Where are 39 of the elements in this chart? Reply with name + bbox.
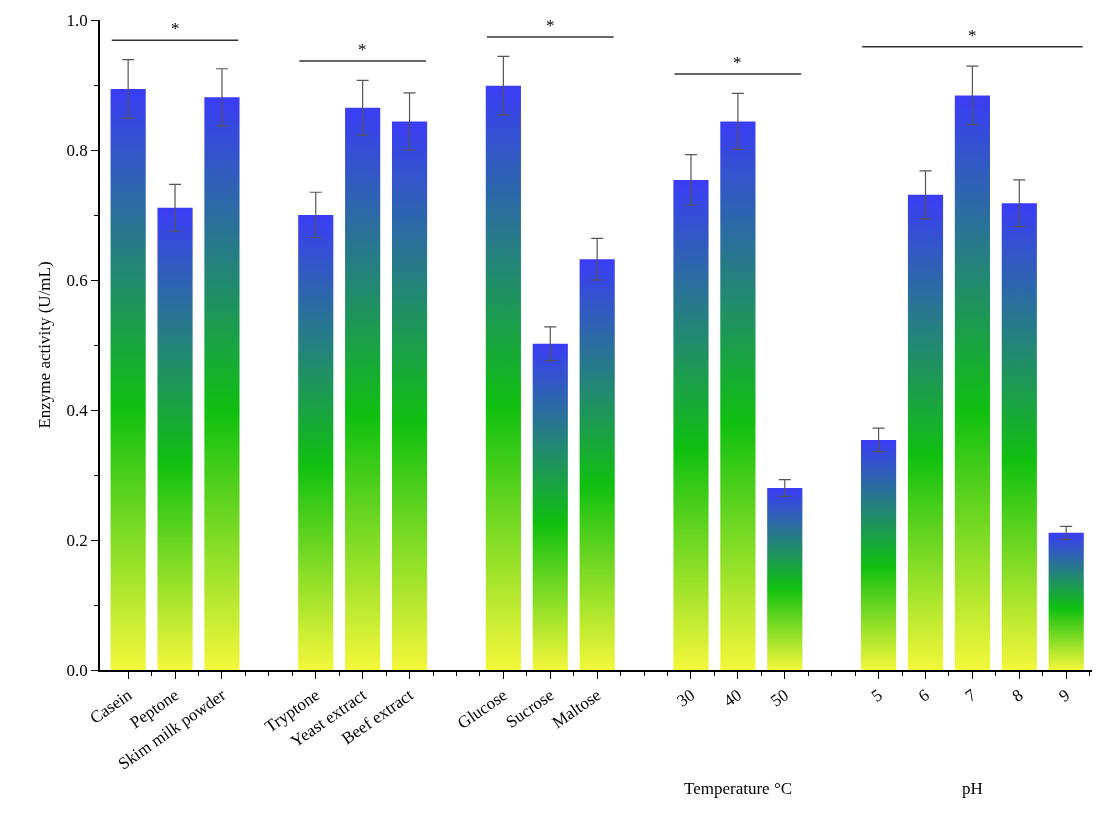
x-tick-label: 5 — [867, 685, 886, 706]
x-tick-label: 7 — [961, 685, 980, 706]
y-axis-title: Enzyme activity (U/mL) — [34, 261, 54, 429]
y-tick-label: 1.0 — [66, 10, 88, 30]
annotation: * — [171, 19, 180, 38]
bar — [673, 179, 709, 670]
bar — [298, 215, 334, 670]
bar — [579, 259, 615, 670]
x-tick-label: 50 — [767, 685, 792, 711]
bar — [110, 88, 146, 670]
y-tick-label: 0.8 — [66, 140, 88, 160]
bar — [345, 107, 381, 670]
bar — [954, 95, 990, 670]
annotation: * — [733, 53, 742, 72]
x-tick-label: 30 — [673, 685, 699, 711]
y-tick-label: 0.2 — [66, 530, 88, 550]
bar — [157, 207, 193, 670]
y-tick-label: 0.4 — [66, 400, 89, 420]
text: Temperature °C — [684, 779, 793, 798]
bar — [1048, 532, 1084, 670]
annotation: * — [546, 16, 555, 35]
annotation: * — [358, 40, 367, 59]
bar — [391, 121, 428, 670]
bar — [907, 194, 944, 670]
bar — [532, 343, 568, 670]
annotation: * — [968, 26, 977, 45]
y-tick-label: 0.6 — [66, 270, 88, 290]
bar — [1001, 203, 1037, 670]
x-tick-label: 40 — [720, 685, 746, 711]
text: pH — [962, 779, 983, 798]
x-tick-label: 9 — [1055, 685, 1074, 706]
bar — [861, 439, 897, 670]
bar — [204, 97, 240, 670]
bar — [485, 85, 521, 670]
y-tick-label: 0.0 — [66, 660, 88, 680]
bar — [767, 488, 803, 670]
bar — [720, 121, 756, 670]
x-tick-label: 6 — [914, 685, 933, 706]
x-tick-label: 8 — [1008, 685, 1027, 706]
